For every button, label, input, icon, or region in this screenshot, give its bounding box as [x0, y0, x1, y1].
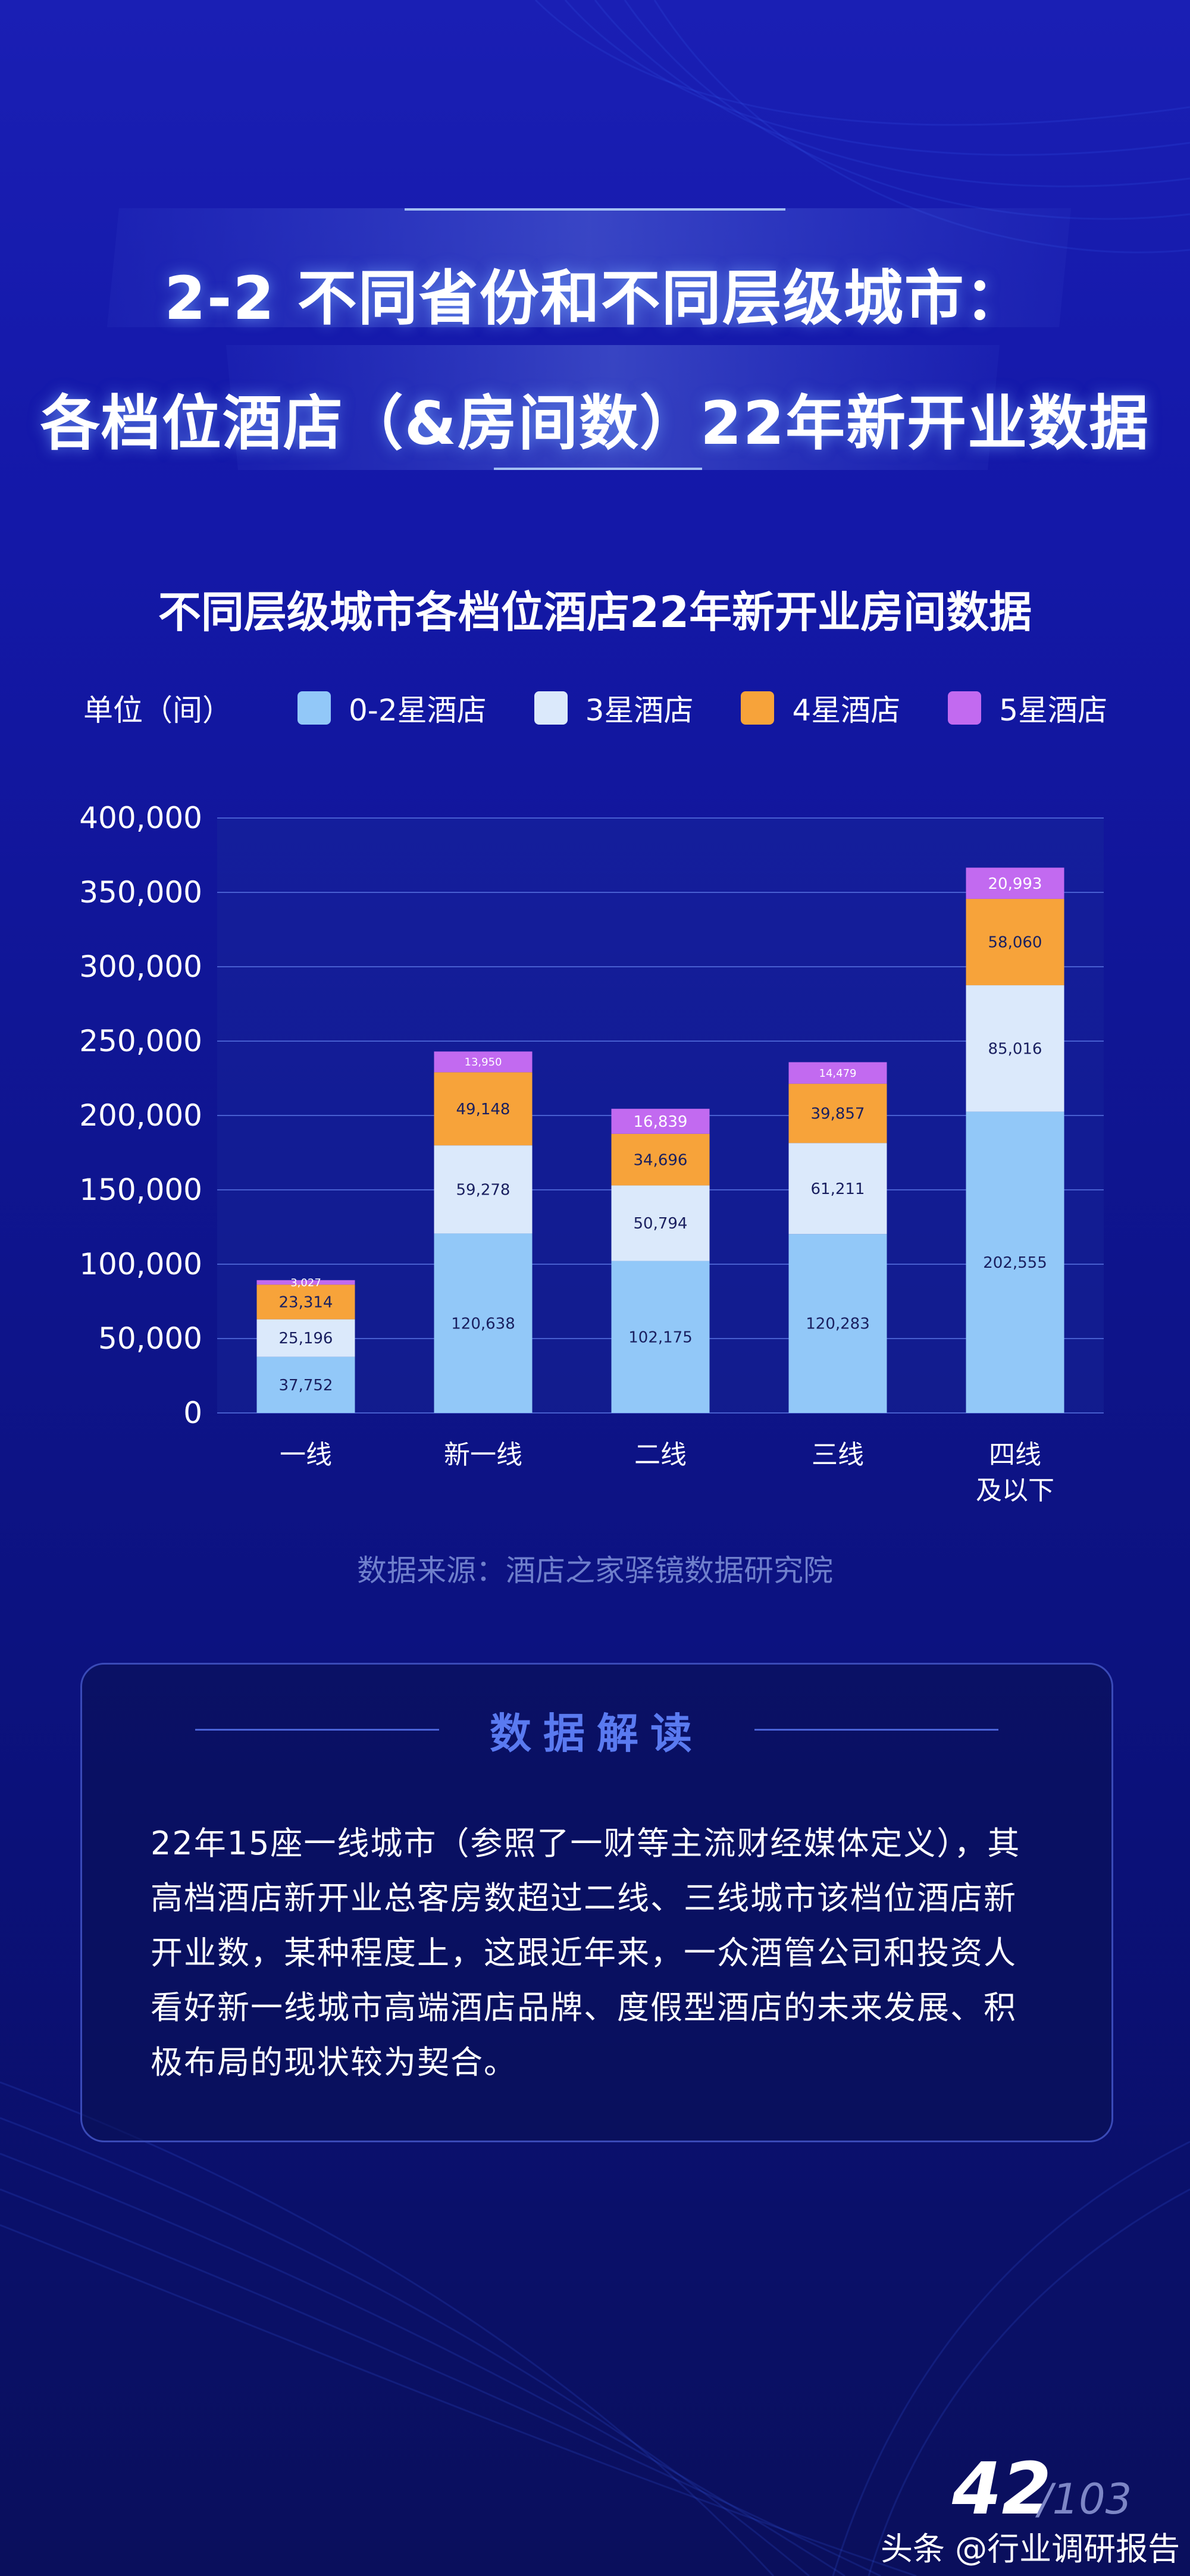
y-tick-label: 50,000 — [98, 1321, 202, 1356]
x-tick-label: 三线 — [812, 1440, 864, 1470]
interpretation-line: 极布局的现状较为契合。 — [151, 2044, 517, 2081]
data-label: 34,696 — [634, 1151, 688, 1169]
interpretation-header: 数据解读 — [82, 1700, 1111, 1760]
data-label: 85,016 — [988, 1040, 1042, 1058]
bar-segment — [966, 898, 1064, 986]
bar-segment — [434, 1051, 533, 1073]
y-tick-label: 250,000 — [79, 1024, 202, 1058]
bar-segment — [966, 1111, 1064, 1413]
data-label: 50,794 — [634, 1215, 688, 1233]
bar-segment — [788, 1083, 887, 1143]
x-tick-label: 及以下 — [976, 1475, 1054, 1506]
legend-item-4-star: 4星酒店 — [741, 687, 900, 729]
legend-swatch — [534, 691, 568, 725]
x-tick-label: 新一线 — [444, 1440, 522, 1470]
legend-label: 5星酒店 — [999, 693, 1108, 728]
data-label: 3,027 — [290, 1277, 321, 1289]
y-tick-label: 100,000 — [79, 1247, 202, 1281]
chart-title: 不同层级城市各档位酒店22年新开业房间数据 — [158, 587, 1032, 637]
data-label: 13,950 — [465, 1056, 502, 1068]
legend-item-5-star: 5星酒店 — [948, 687, 1107, 729]
bar-segment — [966, 985, 1064, 1112]
bar-segment — [434, 1233, 533, 1413]
interpretation-text: 22年15座一线城市（参照了一财等主流财经媒体定义），其 高档酒店新开业总客房数… — [151, 1816, 1061, 2090]
legend-item-3-star: 3星酒店 — [534, 687, 694, 729]
y-tick-label: 200,000 — [79, 1098, 202, 1133]
data-label: 39,857 — [811, 1105, 865, 1123]
page-title-line-2: 各档位酒店（&房间数）22年新开业数据 — [40, 388, 1150, 458]
y-tick-label: 150,000 — [79, 1173, 202, 1207]
bar-segment — [434, 1145, 533, 1234]
bar-segment — [611, 1261, 710, 1413]
legend-label: 0-2星酒店 — [349, 693, 487, 728]
page-title-line-1: 2-2 不同省份和不同层级城市： — [164, 264, 1026, 333]
data-label: 102,175 — [628, 1328, 693, 1346]
bar-segment — [611, 1133, 710, 1186]
legend-label: 4星酒店 — [792, 693, 901, 728]
y-tick-label: 0 — [183, 1396, 202, 1430]
y-tick-label: 400,000 — [79, 801, 202, 835]
bar-segment — [256, 1356, 355, 1413]
interpretation-line: 开业数，某种程度上，这跟近年来，一众酒管公司和投资人 — [151, 1934, 1017, 1972]
x-tick-label: 二线 — [634, 1440, 687, 1470]
divider-right — [754, 1729, 998, 1731]
data-label: 202,555 — [983, 1254, 1047, 1272]
bar-segment — [788, 1143, 887, 1234]
interpretation-line: 看好新一线城市高端酒店品牌、度假型酒店的未来发展、积 — [151, 1989, 1017, 2026]
bar-segment — [788, 1234, 887, 1413]
bar-segment — [966, 867, 1064, 899]
bar-segment — [256, 1280, 355, 1285]
legend-swatch — [741, 691, 775, 725]
interpretation-line: 高档酒店新开业总客房数超过二线、三线城市该档位酒店新 — [151, 1879, 1017, 1917]
legend-label: 3星酒店 — [585, 693, 694, 728]
unit-label: 单位（间） — [83, 693, 232, 728]
legend-swatch — [948, 691, 982, 725]
y-tick-label: 350,000 — [79, 875, 202, 910]
data-label: 59,278 — [456, 1181, 511, 1199]
legend-item-0-2-star: 0-2星酒店 — [298, 687, 487, 729]
watermark: 头条 @行业调研报告 — [881, 2530, 1180, 2568]
data-label: 58,060 — [988, 934, 1042, 952]
chart-legend: 单位（间） 0-2星酒店 3星酒店 4星酒店 5星酒店 — [83, 684, 1155, 732]
y-tick-label: 300,000 — [79, 949, 202, 984]
data-label: 25,196 — [279, 1330, 333, 1347]
bar-segment — [788, 1062, 887, 1084]
page-total: /103 — [1038, 2475, 1132, 2524]
interpretation-panel: 数据解读 22年15座一线城市（参照了一财等主流财经媒体定义），其 高档酒店新开… — [80, 1663, 1113, 2142]
data-label: 49,148 — [456, 1101, 511, 1118]
interpretation-heading: 数据解读 — [490, 1709, 704, 1758]
bar-segment — [256, 1319, 355, 1357]
x-tick-label: 四线 — [989, 1440, 1041, 1470]
interpretation-line: 22年15座一线城市（参照了一财等主流财经媒体定义），其 — [151, 1825, 1021, 1862]
data-label: 61,211 — [811, 1180, 865, 1198]
bar-segment — [256, 1284, 355, 1320]
data-label: 120,283 — [806, 1315, 870, 1333]
data-label: 16,839 — [634, 1113, 688, 1131]
data-source: 数据来源：酒店之家驿镜数据研究院 — [357, 1553, 833, 1588]
x-tick-label: 一线 — [280, 1440, 332, 1470]
data-label: 120,638 — [451, 1315, 515, 1333]
page-number: 42 — [952, 2448, 1051, 2531]
divider-left — [195, 1729, 439, 1731]
data-label: 20,993 — [988, 875, 1042, 893]
bar-segment — [611, 1108, 710, 1134]
title-banner — [107, 208, 1071, 470]
bar-segment — [611, 1185, 710, 1261]
legend-swatch — [298, 691, 331, 725]
data-label: 23,314 — [279, 1294, 333, 1312]
data-label: 14,479 — [819, 1067, 857, 1080]
data-label: 37,752 — [279, 1377, 333, 1394]
bar-segment — [434, 1072, 533, 1146]
stacked-bar-chart: 0 50,000 100,000 150,000 200,000 250,000 300,0… — [79, 801, 1104, 1506]
